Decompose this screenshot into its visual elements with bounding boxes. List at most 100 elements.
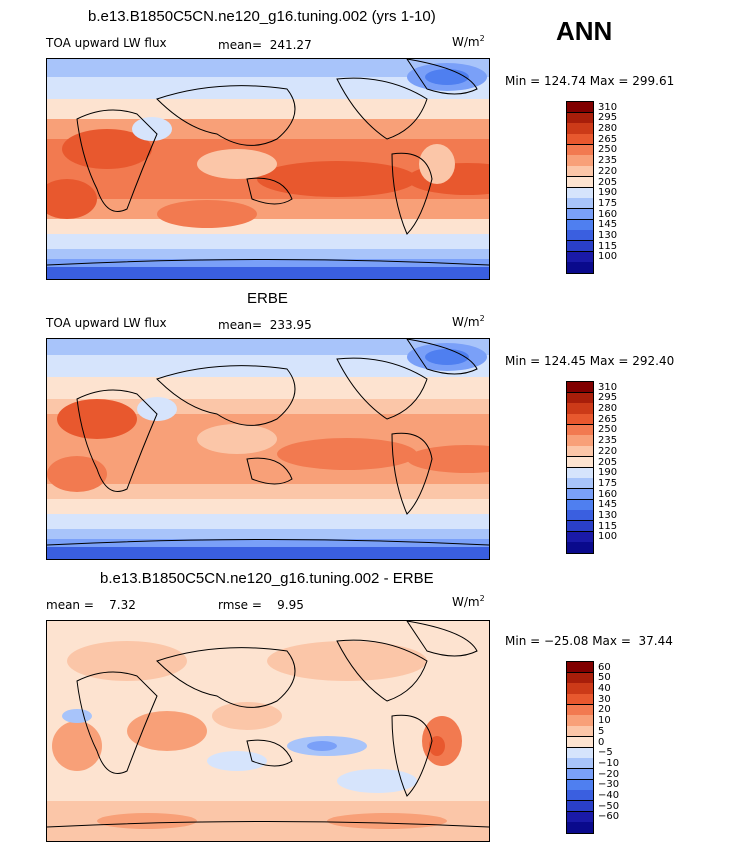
colorbar-tick-label: 190 (598, 187, 618, 199)
colorbar-tick-label: 60 (598, 661, 611, 673)
colorbar-swatch (567, 467, 593, 479)
colorbar-swatch (567, 715, 593, 727)
colorbar-swatch (567, 251, 593, 263)
colorbar-tick-label: −10 (598, 757, 620, 769)
panel-3-rmse-label: rmse = 9.95 (218, 598, 304, 612)
panel-1-variable-label: TOA upward LW flux (46, 36, 167, 50)
colorbar-swatch (567, 800, 593, 813)
colorbar-swatch (567, 392, 593, 404)
colorbar-swatch (567, 510, 593, 522)
colorbar-swatch (567, 144, 593, 156)
panel-2-title: ERBE (247, 290, 288, 307)
colorbar-tick-label: 280 (598, 403, 618, 415)
colorbar-tick-label: 100 (598, 531, 618, 543)
colorbar-swatch (567, 240, 593, 253)
colorbar-swatch (567, 102, 593, 114)
colorbar-tick-label: 310 (598, 381, 618, 393)
panel-3-colorbar: 60 50 40 30 20 10 5 0 −5 −10 −20 −30 −40 −50 −60 (566, 661, 619, 834)
colorbar-swatch (567, 779, 593, 791)
colorbar-tick-label: 265 (598, 133, 618, 145)
colorbar-swatch (567, 456, 593, 468)
panel-2-minmax-label: Min = 124.45 Max = 292.40 (505, 354, 675, 368)
colorbar-swatch (567, 123, 593, 135)
colorbar-swatch (567, 219, 593, 231)
colorbar-tick-label: −60 (598, 811, 620, 823)
colorbar-tick-label: 250 (598, 424, 618, 436)
colorbar-swatch (567, 208, 593, 221)
colorbar-tick-label: 250 (598, 144, 618, 156)
colorbar-tick-label: 30 (598, 693, 611, 705)
panel-1-map-plot (47, 59, 489, 279)
colorbar-tick-label: −20 (598, 768, 620, 780)
panel-2-colorbar-frame (566, 381, 594, 554)
colorbar-tick-label: 295 (598, 392, 618, 404)
colorbar-tick-label: 130 (598, 509, 618, 521)
colorbar-tick-label: 295 (598, 112, 618, 124)
colorbar-swatch (567, 822, 593, 834)
colorbar-tick-label: 115 (598, 240, 618, 252)
colorbar-swatch (567, 694, 593, 706)
colorbar-tick-label: 20 (598, 704, 611, 716)
colorbar-swatch (567, 672, 593, 684)
panel-2-map (46, 338, 490, 560)
colorbar-swatch (567, 488, 593, 501)
panel-3-minmax-label: Min = −25.08 Max = 37.44 (505, 634, 673, 648)
colorbar-swatch (567, 230, 593, 242)
colorbar-swatch (567, 155, 593, 167)
panel-2-map-plot (47, 339, 489, 559)
panel-1-mean-label: mean= 241.27 (218, 38, 312, 52)
panel-1-title: b.e13.B1850C5CN.ne120_g16.tuning.002 (yr… (88, 8, 436, 25)
colorbar-tick-label: 280 (598, 123, 618, 135)
colorbar-swatch (567, 403, 593, 415)
panel-1-colorbar-swatches (567, 102, 593, 274)
colorbar-swatch (567, 446, 593, 458)
colorbar-swatch (567, 424, 593, 436)
colorbar-tick-label: 160 (598, 488, 618, 500)
colorbar-tick-label: 100 (598, 251, 618, 263)
colorbar-swatch (567, 112, 593, 124)
panel-3-colorbar-swatches (567, 662, 593, 834)
colorbar-swatch (567, 811, 593, 823)
panel-2-colorbar-swatches (567, 382, 593, 554)
colorbar-tick-label: 205 (598, 456, 618, 468)
colorbar-tick-label: 115 (598, 520, 618, 532)
colorbar-tick-label: −30 (598, 779, 620, 791)
colorbar-tick-label: 10 (598, 715, 611, 727)
colorbar-tick-label: −50 (598, 800, 620, 812)
panel-3-title: b.e13.B1850C5CN.ne120_g16.tuning.002 - E… (100, 570, 434, 587)
colorbar-swatch (567, 198, 593, 210)
colorbar-swatch (567, 520, 593, 533)
colorbar-swatch (567, 726, 593, 738)
colorbar-tick-label: 235 (598, 435, 618, 447)
panel-1-minmax-label: Min = 124.74 Max = 299.61 (505, 74, 675, 88)
colorbar-tick-label: 190 (598, 467, 618, 479)
colorbar-swatch (567, 187, 593, 199)
colorbar-tick-label: 175 (598, 477, 618, 489)
colorbar-tick-label: 220 (598, 445, 618, 457)
colorbar-swatch (567, 478, 593, 490)
colorbar-tick-label: 5 (598, 725, 605, 737)
colorbar-tick-label: 40 (598, 683, 611, 695)
colorbar-swatch (567, 134, 593, 146)
colorbar-tick-label: 0 (598, 736, 605, 748)
panel-3-colorbar-frame (566, 661, 594, 834)
colorbar-tick-label: 310 (598, 101, 618, 113)
colorbar-swatch (567, 736, 593, 748)
colorbar-swatch (567, 662, 593, 674)
colorbar-swatch (567, 747, 593, 759)
panel-2-colorbar: 310 295 280 265 250 235 220 205 190 175 160 145 130 1… (566, 381, 617, 554)
panel-2-mean-label: mean= 233.95 (218, 318, 312, 332)
colorbar-tick-label: 220 (598, 165, 618, 177)
colorbar-tick-label: −40 (598, 789, 620, 801)
colorbar-swatch (567, 531, 593, 543)
colorbar-tick-label: 235 (598, 155, 618, 167)
colorbar-swatch (567, 435, 593, 447)
colorbar-swatch (567, 176, 593, 188)
colorbar-tick-label: 205 (598, 176, 618, 188)
colorbar-swatch (567, 414, 593, 426)
colorbar-swatch (567, 262, 593, 274)
colorbar-swatch (567, 768, 593, 781)
panel-3-units-label: W/m2 (452, 594, 485, 609)
panel-3-map-plot (47, 621, 489, 841)
panel-2-units-label: W/m2 (452, 314, 485, 329)
